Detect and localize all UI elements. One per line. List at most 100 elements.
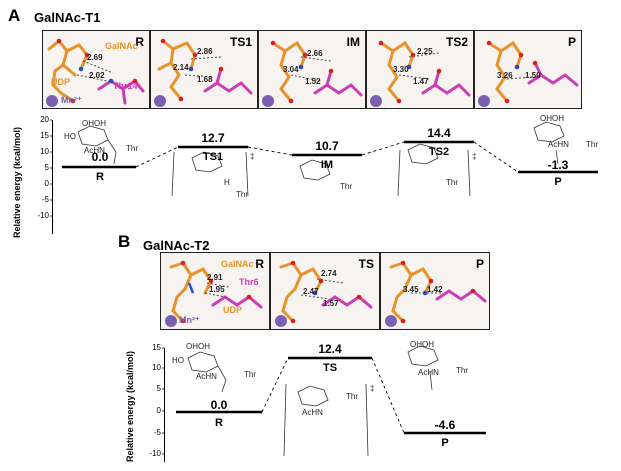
snapshot-label: P xyxy=(567,35,576,49)
distance-label: 2.74 xyxy=(321,269,337,278)
snapshot-a-p: P 3.26 1.50 xyxy=(474,30,582,109)
distance-label: 1.68 xyxy=(197,75,213,84)
chem-achn: AcHN xyxy=(418,368,439,377)
distance-label: 2.91 xyxy=(207,273,223,282)
snapshot-label: R xyxy=(135,35,144,49)
chem-thr: Thr xyxy=(244,370,256,379)
snapshot-a-im: IM 2.66 3.04 1.52 xyxy=(258,30,366,109)
distance-label: 2.02 xyxy=(89,71,105,80)
distance-label: 1.52 xyxy=(305,77,321,86)
state-label-r: R xyxy=(96,171,104,183)
galnac-label: GalNAc xyxy=(105,41,138,51)
energy-value-p: -1.3 xyxy=(547,158,569,172)
chem-ohoh: OHOH xyxy=(82,119,106,128)
mn-label: Mn²⁺ xyxy=(179,315,200,325)
chem-ddagger: ‡ xyxy=(250,152,255,161)
chem-ho: HO xyxy=(64,132,76,141)
energy-value-ts: 12.4 xyxy=(318,342,342,356)
y-axis-line-a xyxy=(52,120,53,234)
distance-label: 2.69 xyxy=(87,53,103,62)
y-tick: 10 xyxy=(40,147,49,156)
snapshot-label: P xyxy=(475,257,484,271)
chem-thr: Thr xyxy=(236,190,248,199)
snapshot-label: TS2 xyxy=(445,35,468,49)
snapshot-b-r: R GalNAc Thr6 UDP Mn²⁺ 2.91 1.95 xyxy=(160,252,270,330)
energy-value-ts1: 12.7 xyxy=(201,131,225,145)
chem-achn: AcHN xyxy=(548,140,569,149)
distance-label: 1.42 xyxy=(427,285,443,294)
state-label-im: IM xyxy=(320,159,334,171)
molecule-render xyxy=(165,260,263,327)
chem-thr: Thr xyxy=(346,392,358,401)
y-tick: 10 xyxy=(152,363,161,372)
panel-a-title: GalNAc-T1 xyxy=(34,10,101,25)
state-label-p: P xyxy=(554,176,562,188)
chem-thr: Thr xyxy=(340,182,352,191)
chem-thr: Thr xyxy=(586,140,598,149)
chem-ho: HO xyxy=(172,356,184,365)
distance-label: 3.04 xyxy=(283,65,299,74)
galnac-label: GalNAc xyxy=(221,259,254,269)
distance-label: 2.14 xyxy=(173,63,189,72)
snapshot-a-ts1: TS1 2.86 2.14 1.68 xyxy=(150,30,258,109)
y-tick: -10 xyxy=(37,211,49,220)
state-label-r: R xyxy=(215,417,223,429)
y-axis-line-b xyxy=(164,348,165,462)
state-label-ts: TS xyxy=(322,362,338,374)
y-tick: 0 xyxy=(156,406,161,415)
distance-label: 2.47 xyxy=(303,287,319,296)
chem-ohoh: OHOH xyxy=(410,340,434,349)
molecule-render xyxy=(385,260,487,327)
distance-label: 1.50 xyxy=(525,71,541,80)
snapshot-label: TS1 xyxy=(229,35,252,49)
distance-label: 3.26 xyxy=(497,71,513,80)
chem-thr: Thr xyxy=(446,178,458,187)
state-label-ts2: TS2 xyxy=(428,146,450,158)
panel-b-title: GalNAc-T2 xyxy=(143,238,210,253)
distance-label: 2.66 xyxy=(307,49,323,58)
mn-label: Mn²⁺ xyxy=(61,95,82,105)
snapshot-label: IM xyxy=(346,35,360,49)
chem-ddagger: ‡ xyxy=(472,152,477,161)
distance-label: 2.25 xyxy=(417,47,433,56)
distance-label: 2.86 xyxy=(197,47,213,56)
distance-label: 3.30 xyxy=(393,65,409,74)
panel-b-letter: B xyxy=(118,232,131,251)
snapshot-a-ts2: TS2 2.25 3.30 1.47 xyxy=(366,30,474,109)
udp-label: UDP xyxy=(223,305,243,315)
y-tick: 5 xyxy=(44,163,49,172)
chem-ohoh: OHOH xyxy=(540,114,564,123)
molecule-render xyxy=(478,40,579,107)
distance-label: 3.45 xyxy=(403,285,419,294)
chem-ohoh: OHOH xyxy=(186,342,210,351)
y-tick: 15 xyxy=(152,343,161,352)
chem-achn: AcHN xyxy=(196,372,217,381)
energy-value-r: 0.0 xyxy=(91,150,109,164)
snapshot-a-r: R GalNAc UDP Thr14 Mn²⁺ 2.69 2.02 xyxy=(42,30,150,109)
distance-label: 1.47 xyxy=(413,77,429,86)
energy-value-r: 0.0 xyxy=(210,398,228,412)
snapshot-b-p: P 3.45 1.42 xyxy=(380,252,490,330)
chem-ddagger: ‡ xyxy=(370,384,375,393)
chem-achn: AcHN xyxy=(302,408,323,417)
udp-label: UDP xyxy=(51,77,71,87)
molecule-render xyxy=(46,38,145,107)
chem-achn: AcHN xyxy=(84,146,105,155)
state-label-ts1: TS1 xyxy=(202,151,224,163)
y-tick: 15 xyxy=(40,131,49,140)
y-tick: 5 xyxy=(156,384,161,393)
snapshot-label: TS xyxy=(358,257,374,271)
chem-thr: Thr xyxy=(456,366,468,375)
y-tick: -5 xyxy=(41,195,49,204)
y-tick: -10 xyxy=(149,449,161,458)
distance-label: 1.57 xyxy=(323,299,339,308)
distance-label: 1.95 xyxy=(209,285,225,294)
molecule-render xyxy=(262,40,363,107)
snapshot-label: R xyxy=(255,257,264,271)
y-tick: 20 xyxy=(40,115,49,124)
y-tick: -5 xyxy=(153,428,161,437)
thr-label: Thr6 xyxy=(239,277,259,287)
